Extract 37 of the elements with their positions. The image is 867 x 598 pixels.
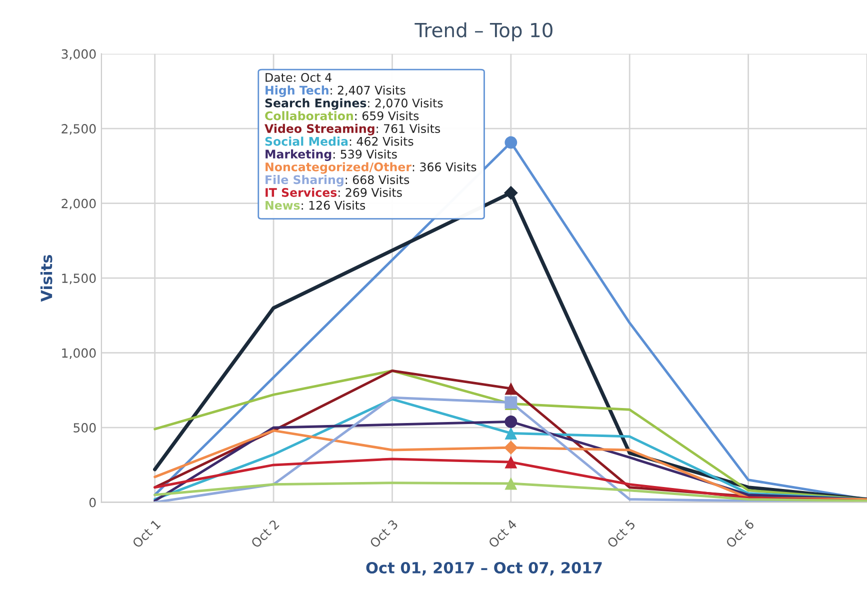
y-axis-title: Visits xyxy=(40,255,52,302)
text: Noncategorized/Other xyxy=(266,162,412,174)
x-tick-label: Oct 6 xyxy=(725,519,755,548)
annotation: : 761 Visits xyxy=(376,124,440,134)
x-tick-label: Oct 4 xyxy=(488,518,518,548)
annotation: : 659 Visits xyxy=(355,111,419,120)
chart-title: Trend – Top 10 xyxy=(414,22,552,42)
annotation: : 126 Visits xyxy=(302,200,366,210)
annotation: Date: Oct 4 xyxy=(266,72,332,82)
text: High Tech xyxy=(266,86,328,98)
text: Social Media xyxy=(265,136,348,146)
text: Marketing xyxy=(266,149,332,161)
y-tick-label: 1,500 xyxy=(62,274,96,284)
y-tick-label: 0 xyxy=(89,498,96,508)
annotation: : 2,070 Visits xyxy=(368,98,443,109)
y-tick-label: 1,000 xyxy=(62,348,96,360)
y-tick-label: 2,500 xyxy=(62,124,96,135)
text: Collaboration xyxy=(265,111,353,120)
annotation: : 668 Visits xyxy=(346,175,410,184)
y-tick-label: 2,000 xyxy=(62,198,96,210)
x-tick-label: Oct 5 xyxy=(606,519,636,548)
text: IT Services xyxy=(266,188,337,197)
y-tick-label: 500 xyxy=(74,423,96,432)
text: News xyxy=(266,200,300,210)
annotation: : 269 Visits xyxy=(338,188,402,197)
text: Video Streaming xyxy=(264,124,374,136)
annotation: : 2,407 Visits xyxy=(330,86,406,96)
text: File Sharing xyxy=(266,174,344,187)
annotation: : 366 Visits xyxy=(412,162,476,172)
x-tick-label: Oct 3 xyxy=(369,519,398,548)
text: Search Engines xyxy=(265,98,366,110)
annotation: : 539 Visits xyxy=(334,149,397,159)
x-tick-label: Oct 2 xyxy=(250,519,280,548)
x-axis-title: Oct 01, 2017 – Oct 07, 2017 xyxy=(366,562,602,576)
annotation: : 462 Visits xyxy=(350,136,414,146)
y-tick-label: 3,000 xyxy=(62,49,96,60)
x-tick-label: Oct 1 xyxy=(132,519,161,548)
